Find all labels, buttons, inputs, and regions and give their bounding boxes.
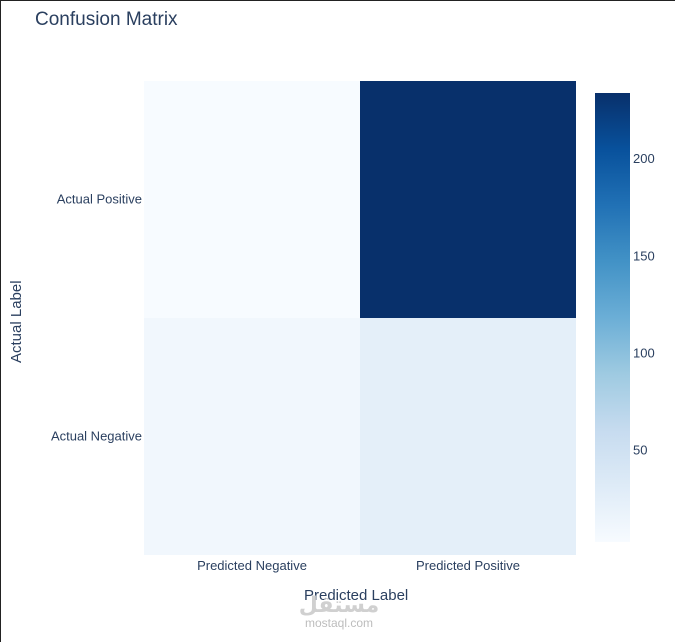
x-tick-label: Predicted Positive: [416, 558, 520, 573]
heatmap-cell: [144, 318, 360, 555]
y-axis-ticks: Actual Negative Actual Positive: [51, 192, 142, 444]
chart-title: Confusion Matrix: [35, 9, 178, 30]
heatmap-cells: [144, 81, 576, 555]
colorbar: [595, 93, 630, 542]
y-axis-title: Actual Label: [8, 280, 25, 363]
colorbar-tick-label: 200: [633, 151, 655, 166]
x-axis-title: Predicted Label: [304, 587, 408, 604]
colorbar-tick-label: 50: [633, 443, 647, 458]
colorbar-tick-label: 150: [633, 248, 655, 263]
colorbar-ticks: 50 100 150 200: [633, 151, 655, 458]
colorbar-tick-label: 100: [633, 345, 655, 360]
heatmap-cell: [360, 318, 576, 555]
y-tick-label: Actual Positive: [57, 192, 142, 207]
y-tick-label: Actual Negative: [51, 429, 142, 444]
watermark-logo: مستقل: [299, 592, 379, 617]
watermark-site: mostaql.com: [305, 616, 373, 630]
x-axis-ticks: Predicted Negative Predicted Positive: [197, 558, 520, 573]
heatmap-cell: [144, 81, 360, 318]
x-tick-label: Predicted Negative: [197, 558, 307, 573]
heatmap-cell: [360, 81, 576, 318]
